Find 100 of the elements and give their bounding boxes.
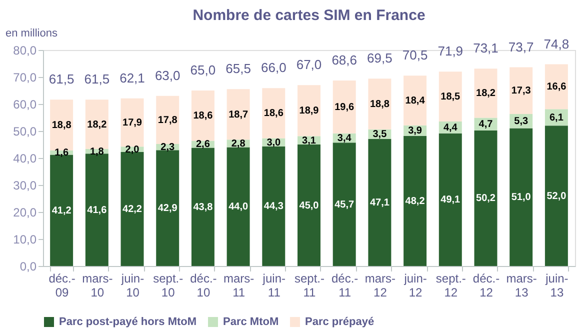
x-tick-label: juin-13 [544, 272, 568, 300]
total-label: 65,5 [226, 61, 251, 76]
total-label: 67,0 [296, 57, 322, 72]
data-label: 43,8 [193, 202, 214, 213]
x-tick-label: déc.-12 [472, 272, 500, 300]
data-label: 2,8 [231, 138, 246, 150]
data-label: 52,0 [546, 190, 567, 202]
data-label: 19,6 [334, 102, 355, 113]
data-label: 2,6 [196, 139, 210, 150]
total-label: 73,1 [473, 40, 498, 56]
y-tick-label: 80,0 [13, 44, 37, 58]
bar [368, 138, 392, 266]
y-tick-label: 50,0 [13, 124, 37, 138]
data-label: 17,3 [511, 86, 532, 97]
bar [544, 64, 568, 110]
y-axis-title: en millions [6, 28, 58, 40]
bar [332, 80, 356, 134]
bar [191, 148, 214, 266]
y-tick-label: 30,0 [13, 178, 37, 192]
x-tick-label: mars-12 [364, 272, 396, 300]
data-label: 3,9 [408, 126, 422, 137]
bar [510, 67, 533, 114]
total-label: 71,9 [438, 44, 464, 59]
bar [191, 90, 214, 141]
bar [262, 146, 286, 266]
bar [368, 78, 392, 130]
bar [474, 68, 498, 118]
total-label: 62,1 [120, 70, 145, 86]
data-label: 18,2 [87, 119, 108, 130]
legend-label: Parc post-payé hors MtoM [59, 316, 197, 328]
bar [544, 126, 568, 266]
bar [510, 128, 533, 266]
y-tick-label: 60,0 [13, 98, 37, 112]
total-label: 73,7 [508, 39, 534, 54]
total-label: 65,0 [190, 62, 216, 78]
data-label: 18,8 [52, 120, 72, 132]
data-label: 3,4 [337, 133, 352, 144]
legend-label: Parc prépayé [305, 316, 374, 328]
data-label: 17,9 [122, 117, 142, 128]
bar [262, 88, 286, 138]
data-label: 41,2 [52, 205, 72, 216]
bar [226, 147, 250, 266]
data-label: 18,2 [476, 88, 496, 100]
total-label: 74,8 [544, 36, 570, 52]
bar [85, 100, 108, 149]
data-label: 44,3 [264, 201, 284, 212]
bar [332, 142, 356, 266]
data-label: 3,0 [266, 137, 282, 148]
data-label: 41,6 [87, 204, 108, 216]
data-label: 5,3 [514, 116, 528, 128]
data-label: 48,2 [405, 196, 426, 207]
x-tick-label: mars-11 [223, 272, 254, 300]
y-tick-label: 20,0 [13, 206, 37, 220]
data-label: 18,4 [405, 95, 426, 106]
x-tick-label: juin-12 [403, 272, 427, 300]
x-tick-label: juin-10 [120, 272, 144, 300]
bar [156, 96, 180, 144]
bar [404, 76, 427, 126]
x-tick-label: mars-10 [82, 272, 113, 300]
y-tick-label: 10,0 [13, 232, 37, 246]
data-label: 3,1 [302, 135, 316, 146]
data-label: 42,2 [122, 204, 142, 216]
data-label: 45,0 [299, 200, 320, 212]
x-tick-label: sept.-12 [436, 272, 466, 300]
bar [226, 89, 250, 140]
bar [474, 130, 498, 266]
data-label: 49,1 [440, 194, 461, 206]
data-label: 18,9 [299, 106, 320, 117]
total-label: 69,5 [367, 50, 392, 66]
data-label: 6,1 [549, 112, 564, 124]
data-label: 4,7 [478, 119, 494, 130]
x-tick-label: déc.-11 [332, 272, 358, 300]
data-label: 3,5 [372, 129, 388, 140]
y-tick-label: 70,0 [13, 70, 37, 84]
x-tick-label: sept.-11 [294, 272, 325, 300]
data-label: 18,7 [228, 109, 248, 120]
y-tick-label: 40,0 [13, 152, 37, 166]
data-label: 47,1 [370, 197, 390, 208]
data-label: 18,5 [440, 92, 461, 103]
bar [298, 144, 320, 266]
bar [298, 85, 320, 136]
total-label: 61,5 [84, 72, 110, 87]
data-label: 44,0 [228, 202, 248, 213]
chart-title: Nombre de cartes SIM en France [192, 7, 426, 24]
data-label: 4,4 [443, 122, 458, 134]
total-label: 66,0 [260, 60, 286, 76]
data-label: 2,3 [160, 142, 175, 154]
data-label: 45,7 [334, 199, 355, 210]
bar [404, 136, 427, 266]
data-label: 16,6 [546, 82, 567, 93]
bar [50, 100, 74, 150]
bar [120, 152, 144, 266]
bar [156, 150, 180, 266]
total-label: 63,0 [154, 68, 180, 83]
x-tick-label: juin-11 [262, 272, 286, 300]
total-label: 70,5 [402, 48, 428, 63]
data-label: 51,0 [511, 192, 532, 204]
bar [438, 133, 462, 266]
bar [438, 72, 462, 122]
legend-label: Parc MtoM [223, 316, 279, 328]
